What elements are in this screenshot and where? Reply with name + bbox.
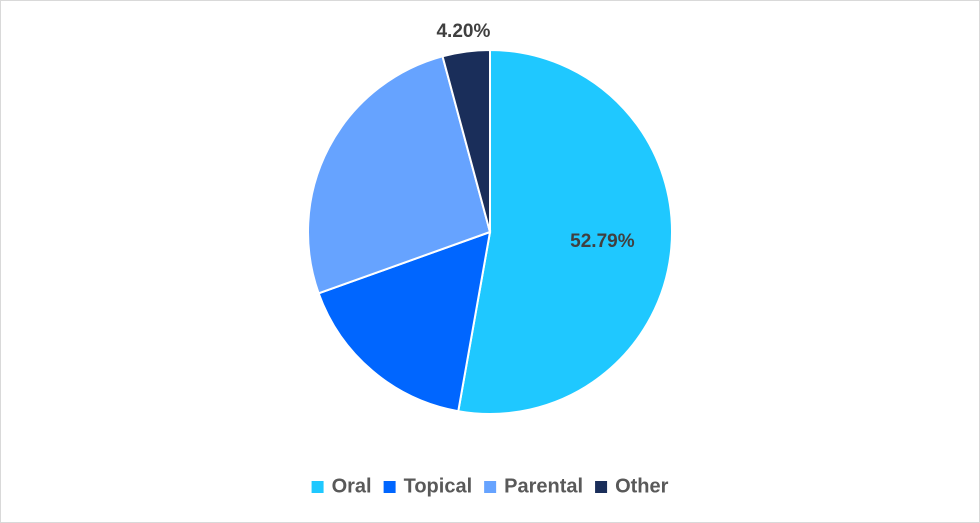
data-label: 4.20%: [436, 21, 490, 42]
legend-swatch: [383, 481, 396, 493]
pie-slice: [457, 48, 673, 415]
data-label: 52.79%: [570, 231, 635, 252]
pie-slice: [317, 230, 492, 413]
legend-swatch: [311, 481, 324, 493]
pie-slice: [441, 48, 491, 233]
pie-slice: [307, 55, 492, 295]
legend-label: Parental: [504, 475, 583, 497]
legend-label: Oral: [332, 475, 372, 497]
legend-label: Other: [615, 475, 669, 497]
legend-swatch: [484, 481, 497, 493]
legend-swatch: [595, 481, 608, 493]
legend-label: Topical: [404, 475, 473, 497]
